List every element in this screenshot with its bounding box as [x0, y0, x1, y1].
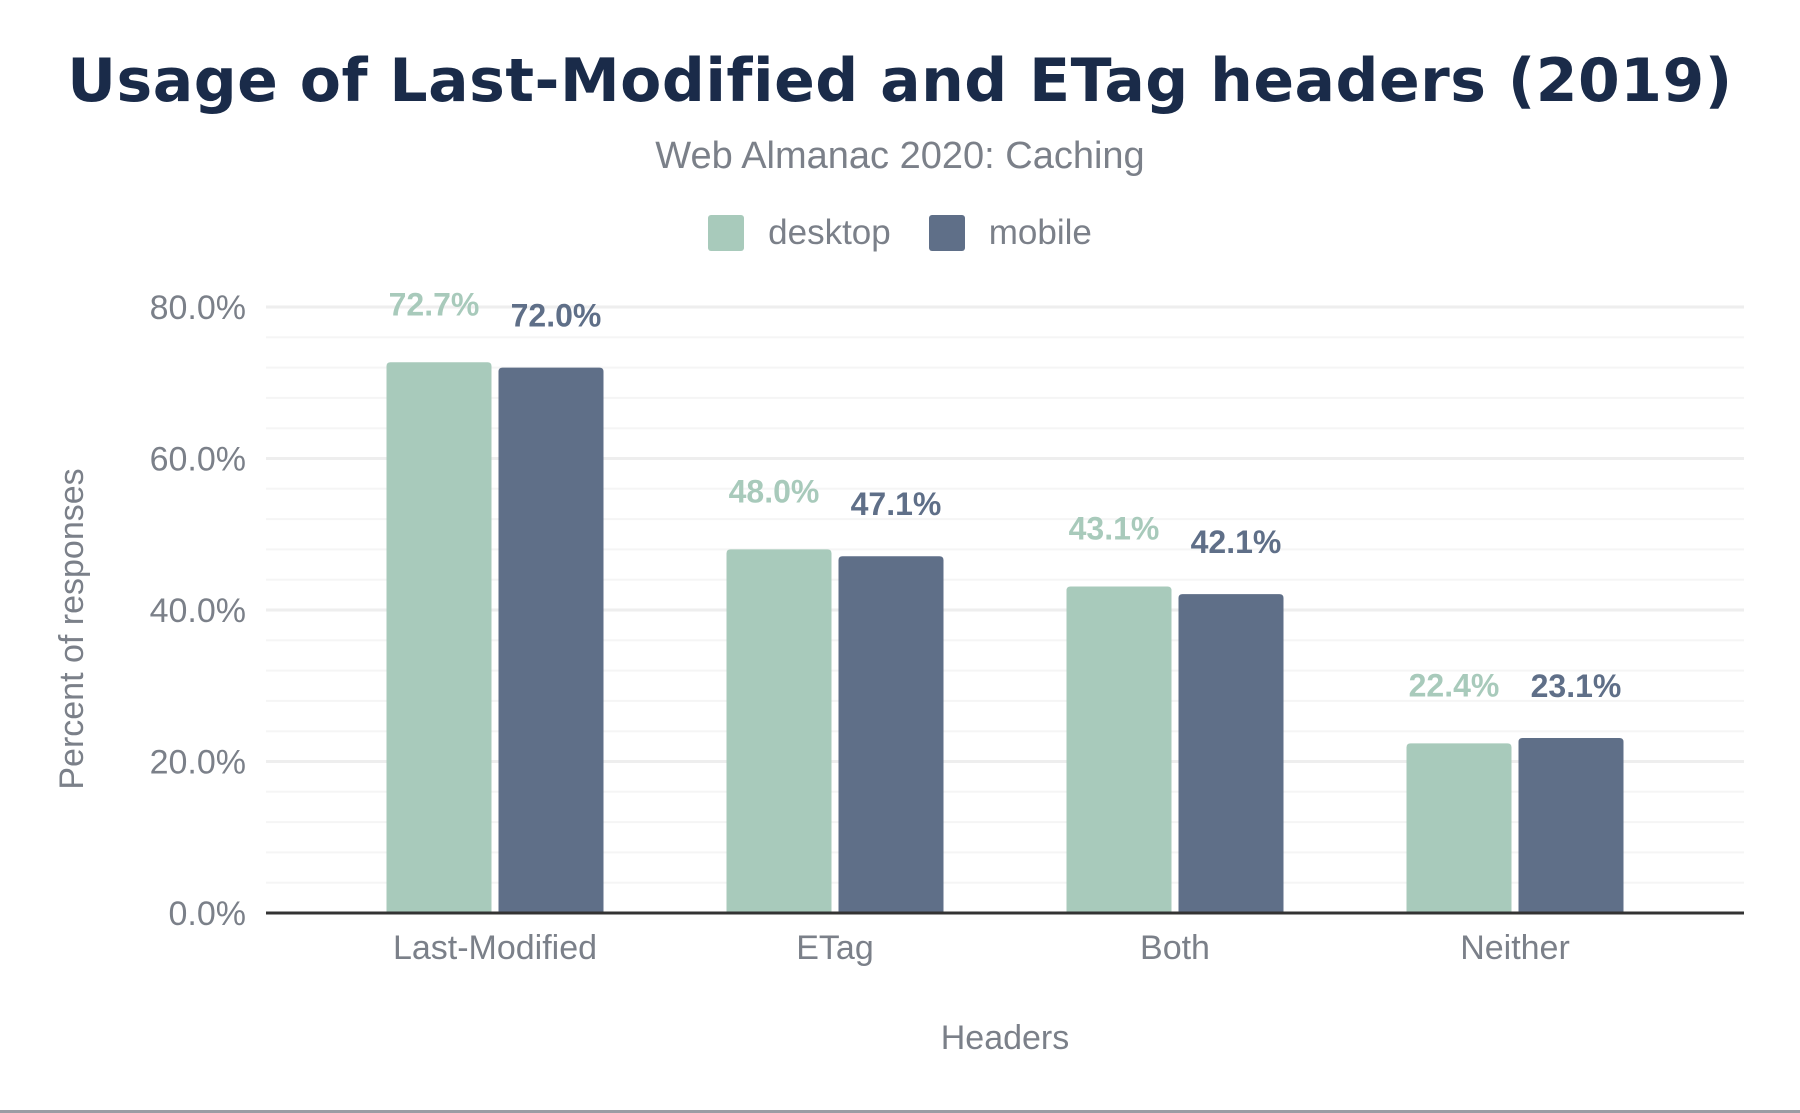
y-tick-label: 60.0%: [150, 441, 246, 479]
data-label-mobile: 42.1%: [1191, 524, 1282, 560]
bar-mobile: [498, 367, 604, 914]
x-axis-title: Headers: [941, 1019, 1070, 1057]
x-tick-label: ETag: [796, 929, 874, 967]
data-label-mobile: 47.1%: [851, 486, 942, 522]
legend-swatch-mobile: [928, 215, 965, 251]
x-tick-label: Both: [1140, 929, 1210, 967]
bar-mobile: [1518, 738, 1624, 913]
bar-desktop: [386, 362, 492, 913]
legend-swatch-desktop: [708, 215, 745, 251]
bar-mobile: [1178, 594, 1284, 913]
y-tick-label: 80.0%: [150, 289, 246, 327]
data-label-mobile: 72.0%: [511, 298, 602, 334]
bar-desktop: [1406, 743, 1512, 913]
x-tick-label: Last-Modified: [393, 929, 597, 967]
data-label-desktop: 72.7%: [389, 286, 480, 322]
legend-item-desktop[interactable]: desktop: [708, 213, 891, 253]
bar-desktop: [1066, 586, 1172, 913]
chart-subtitle: Web Almanac 2020: Caching: [655, 135, 1145, 177]
y-tick-label: 0.0%: [169, 895, 247, 933]
data-label-desktop: 48.0%: [729, 473, 820, 509]
legend-item-mobile[interactable]: mobile: [928, 213, 1092, 253]
bottom-border: [0, 1110, 1800, 1113]
y-tick-label: 20.0%: [150, 744, 246, 782]
y-tick-label: 40.0%: [150, 592, 246, 630]
data-label-mobile: 23.1%: [1531, 668, 1622, 704]
chart-title: Usage of Last-Modified and ETag headers …: [67, 46, 1733, 116]
data-label-desktop: 22.4%: [1409, 667, 1500, 703]
legend-label-mobile: mobile: [988, 213, 1092, 252]
legend: desktop mobile: [0, 213, 1800, 253]
bar-mobile: [838, 556, 944, 913]
data-label-desktop: 43.1%: [1069, 511, 1160, 547]
x-tick-label: Neither: [1460, 929, 1570, 967]
legend-label-desktop: desktop: [768, 213, 891, 252]
y-axis-title: Percent of responses: [53, 468, 91, 789]
bar-desktop: [726, 549, 832, 913]
